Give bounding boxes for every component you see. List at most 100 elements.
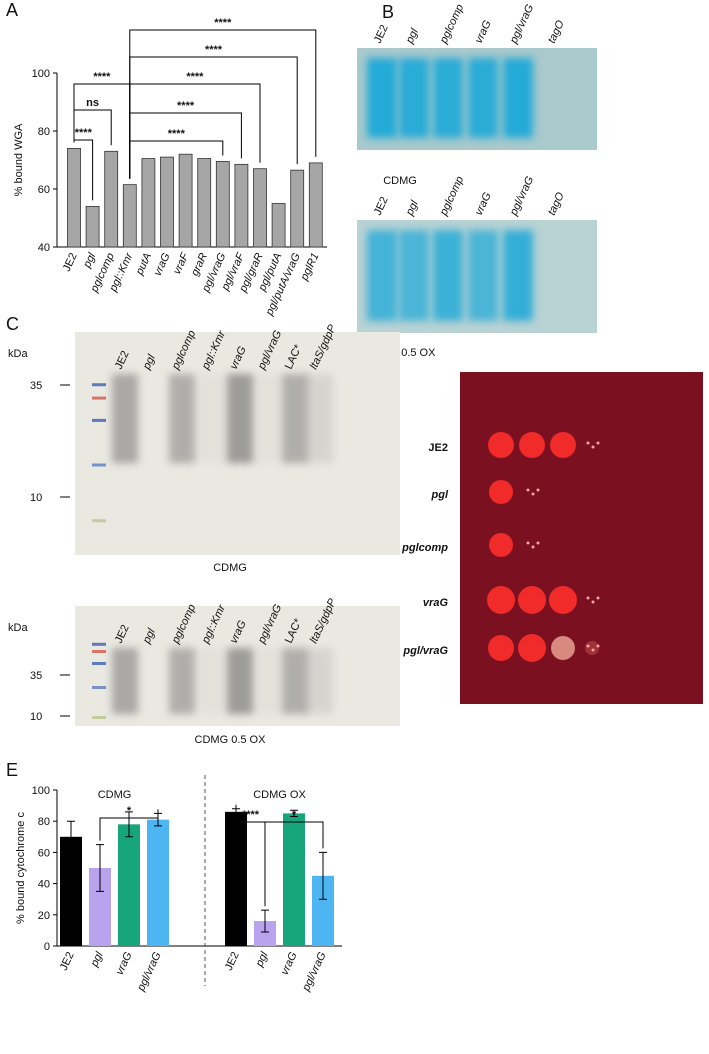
x-tick-label: pgl (88, 950, 106, 970)
y-tick-label: 60 (38, 184, 50, 196)
significance-label: **** (205, 44, 223, 56)
y-tick-label: 40 (38, 242, 50, 254)
lane-label: tagO (546, 190, 567, 217)
x-tick-label: JE2 (58, 950, 77, 972)
colony-spot (519, 432, 545, 458)
ladder-band (92, 383, 106, 387)
ladder-band (92, 642, 106, 646)
significance-label: **** (93, 71, 111, 83)
gel-smear (112, 374, 138, 464)
significance-label: * (292, 809, 297, 821)
gel-smear (169, 648, 195, 714)
y-tick-label: 80 (38, 816, 50, 828)
colony-dot (531, 492, 535, 496)
lane-label: pgl/vraG (507, 174, 536, 218)
group-label: CDMG OX (253, 789, 306, 801)
bar (225, 811, 247, 946)
y-tick-label: 0 (44, 941, 50, 953)
error-bar (290, 809, 298, 818)
colony-spot (551, 636, 575, 660)
gel-smear (468, 230, 498, 321)
gel-caption: CDMG (383, 175, 417, 187)
gel-smear (282, 648, 308, 714)
significance-label: **** (168, 128, 186, 140)
strain-label: pgl (431, 489, 449, 501)
colony-spot (550, 432, 576, 458)
significance-bracket (129, 29, 317, 179)
bar (118, 824, 140, 946)
colony-dot (586, 596, 590, 600)
colony-spot (549, 586, 577, 614)
axis-unit: kDa (8, 622, 28, 634)
error-bar (125, 811, 133, 838)
bar (122, 184, 137, 248)
gel-smear (199, 648, 225, 714)
gel-smear (199, 374, 225, 464)
ladder-band (92, 662, 106, 665)
colony-spot (489, 480, 513, 504)
panel-letter: A (6, 0, 18, 20)
ladder-band (92, 650, 106, 653)
x-tick-label: vraG (279, 950, 300, 977)
error-bar (261, 909, 269, 933)
strain-label: JE2 (428, 442, 448, 454)
colony-dot (536, 541, 540, 545)
ladder-band (92, 716, 106, 719)
bar (60, 836, 82, 946)
error-bar (67, 820, 75, 853)
x-tick-label: JE2 (223, 950, 242, 972)
x-tick-label: pgl/vraG (135, 950, 164, 994)
significance-label: **** (75, 127, 93, 139)
significance-label: **** (186, 71, 204, 83)
colony-dot (591, 445, 595, 449)
gel-smear (169, 374, 195, 464)
colony-spot (518, 586, 546, 614)
bar (67, 147, 81, 248)
x-tick-label: vraG (114, 950, 135, 977)
group-label: CDMG (98, 789, 132, 801)
x-tick-label: pgl (253, 950, 271, 970)
x-tick-label: JE2 (61, 251, 80, 273)
panel-letter: B (382, 2, 394, 22)
lane-label: pglcomp (437, 175, 466, 219)
x-tick-label: pgl/vraG (300, 950, 329, 994)
bar (254, 921, 276, 946)
y-tick-label: 40 (38, 879, 50, 891)
ladder-band (92, 418, 106, 422)
lane-label: pglcomp (437, 3, 466, 47)
gel-caption: CDMG 0.5 OX (195, 734, 267, 746)
panel-letter: C (6, 314, 19, 334)
bar (85, 205, 100, 248)
bar (197, 158, 212, 248)
lane-label: vraG (473, 18, 494, 45)
bar (104, 150, 119, 248)
gel-smear (367, 230, 397, 321)
significance-label: ns (86, 97, 99, 109)
colony-dot (526, 541, 530, 545)
bar (89, 868, 111, 946)
bar (253, 168, 267, 248)
gel-smear (227, 648, 253, 714)
marker-label: 10 (30, 492, 42, 504)
panel-letter: E (6, 760, 18, 780)
colony-dot (596, 596, 600, 600)
gel-smear (503, 230, 533, 321)
colony-spot (489, 533, 513, 557)
significance-label: **** (242, 809, 260, 821)
colony-dot (586, 644, 590, 648)
colony-dot (526, 488, 530, 492)
bar (147, 819, 169, 946)
colony-dot (536, 488, 540, 492)
gel-smear (307, 374, 333, 464)
significance-label: **** (177, 100, 195, 112)
gel-smear (367, 58, 397, 138)
strain-label: vraG (423, 597, 449, 609)
y-tick-label: 100 (32, 785, 50, 797)
gel-smear (227, 374, 253, 464)
x-tick-label: vraG (152, 251, 173, 278)
ladder-band (92, 396, 106, 400)
colony-dot (591, 600, 595, 604)
gel-caption: CDMG (213, 562, 247, 574)
y-tick-label: 60 (38, 847, 50, 859)
